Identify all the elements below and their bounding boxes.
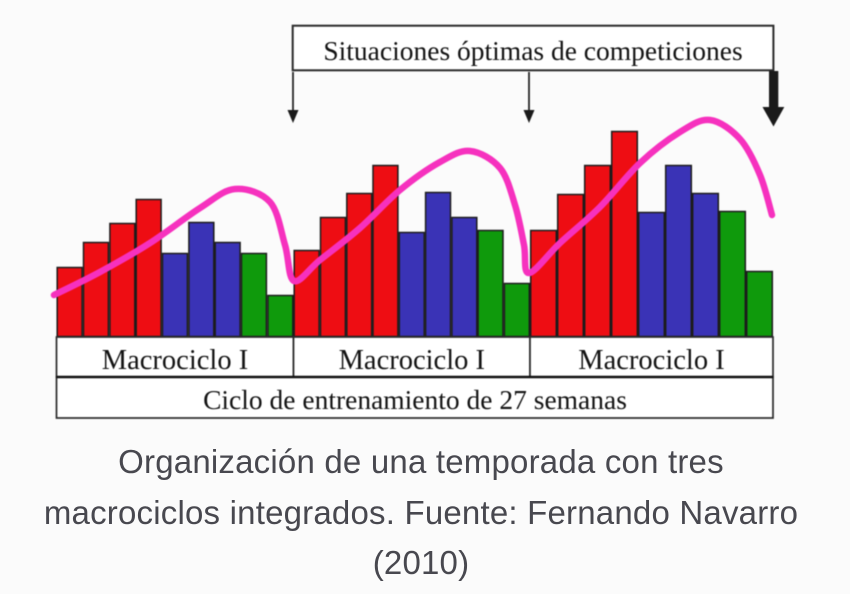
svg-text:Macrociclo I: Macrociclo I <box>102 345 248 376</box>
svg-text:Macrociclo I: Macrociclo I <box>339 345 485 376</box>
svg-text:Macrociclo I: Macrociclo I <box>578 345 724 376</box>
svg-text:Ciclo de entrenamiento de 27 s: Ciclo de entrenamiento de 27 semanas <box>203 384 627 415</box>
svg-text:Situaciones óptimas de competi: Situaciones óptimas de competiciones <box>323 35 742 66</box>
